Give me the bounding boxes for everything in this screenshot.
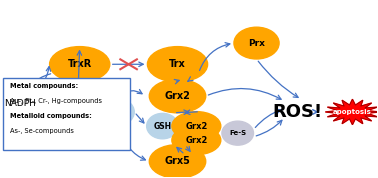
Text: ROS!: ROS! <box>273 103 323 121</box>
Ellipse shape <box>147 113 178 139</box>
Text: Fe-S: Fe-S <box>229 130 246 136</box>
Ellipse shape <box>25 97 67 127</box>
Ellipse shape <box>222 121 254 145</box>
Polygon shape <box>325 99 378 125</box>
Ellipse shape <box>147 47 208 82</box>
Text: NADPH: NADPH <box>5 99 36 108</box>
Text: Grx5: Grx5 <box>164 156 191 166</box>
Ellipse shape <box>234 27 279 59</box>
Ellipse shape <box>149 79 206 113</box>
Text: Trx: Trx <box>169 59 186 69</box>
Ellipse shape <box>172 126 221 155</box>
Text: Grx2: Grx2 <box>164 91 191 101</box>
Text: As-, Se-compounds: As-, Se-compounds <box>10 128 74 134</box>
Text: Grx2: Grx2 <box>185 122 208 131</box>
FancyBboxPatch shape <box>3 78 130 150</box>
Text: Grx2: Grx2 <box>185 136 208 145</box>
Text: GSH: GSH <box>153 122 172 131</box>
Text: GSH: GSH <box>103 108 124 116</box>
Ellipse shape <box>93 97 134 127</box>
Text: Metal compounds:: Metal compounds: <box>10 83 78 89</box>
Ellipse shape <box>50 47 110 82</box>
Text: Au-, Pt-, Cr-, Hg-compounds: Au-, Pt-, Cr-, Hg-compounds <box>10 98 102 104</box>
Text: Metalloid compounds:: Metalloid compounds: <box>10 113 92 119</box>
Text: GR: GR <box>39 108 53 116</box>
Ellipse shape <box>149 145 206 178</box>
Ellipse shape <box>172 112 221 141</box>
Text: TrxR: TrxR <box>68 59 92 69</box>
Text: apoptosis: apoptosis <box>333 109 372 115</box>
Text: Prx: Prx <box>248 39 265 48</box>
